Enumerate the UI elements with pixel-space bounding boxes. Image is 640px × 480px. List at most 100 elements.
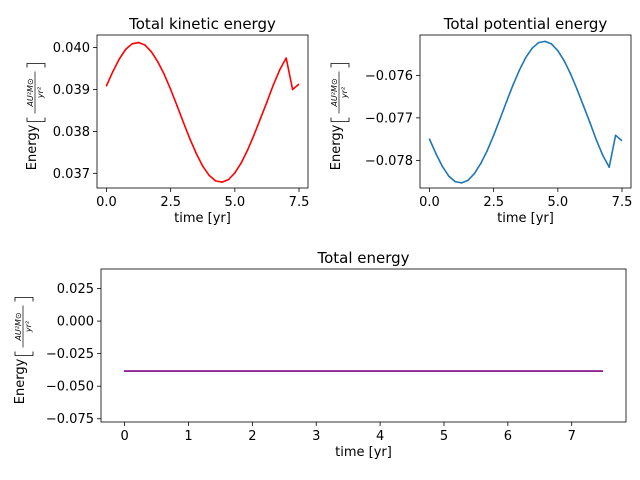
data-point xyxy=(163,74,165,76)
x-tick-label: 0.0 xyxy=(419,195,440,210)
data-point xyxy=(429,138,431,140)
data-point xyxy=(221,181,223,183)
data-point xyxy=(563,60,565,62)
data-point xyxy=(112,71,114,73)
data-point xyxy=(176,105,178,107)
y-tick: 0.037 xyxy=(53,167,97,182)
data-point xyxy=(551,43,553,45)
unit-bracket-right xyxy=(27,64,45,68)
x-axis-label: time [yr] xyxy=(335,445,392,460)
data-point xyxy=(525,57,527,59)
x-tick: 2 xyxy=(248,422,256,444)
data-point xyxy=(106,85,108,87)
y-tick: 0.025 xyxy=(57,282,101,297)
y-tick: −0.076 xyxy=(365,69,420,84)
data-point xyxy=(273,84,275,86)
data-point xyxy=(570,73,572,75)
y-axis-label-group: Energy AU²M⊙ yr² xyxy=(329,64,349,171)
data-point xyxy=(234,172,236,174)
data-point xyxy=(506,101,508,103)
x-tick-label: 6 xyxy=(504,429,512,444)
y-tick-label: 0.037 xyxy=(53,167,90,182)
y-tick-label: −0.050 xyxy=(46,380,94,395)
data-point xyxy=(144,44,146,46)
subplot-potential: 0.0 2.5 5.0 7.5 −0.078 −0.077 −0.076 Total pote… xyxy=(329,15,632,226)
data-point xyxy=(602,154,604,156)
subplot-kinetic: 0.0 2.5 5.0 7.5 0.037 0.038 0.039 0.040 Total ki… xyxy=(25,15,309,226)
unit-numerator: AU²M⊙ xyxy=(14,312,23,341)
data-point xyxy=(442,166,444,168)
data-point xyxy=(583,105,585,107)
y-tick-label: 0.025 xyxy=(57,282,94,297)
y-axis-label: Energy xyxy=(13,358,28,404)
x-tick-label: 4 xyxy=(376,429,384,444)
data-point xyxy=(448,175,450,177)
data-point xyxy=(461,182,463,184)
data-point xyxy=(298,84,300,86)
data-point xyxy=(467,180,469,182)
x-tick-label: 5 xyxy=(440,429,448,444)
data-point xyxy=(292,89,294,91)
data-point xyxy=(215,180,217,182)
y-tick: 0.040 xyxy=(53,41,97,56)
y-tick-label: 0.038 xyxy=(53,125,90,140)
y-tick-label: −0.076 xyxy=(365,69,413,84)
x-tick: 5.0 xyxy=(224,188,245,210)
unit-numerator: AU²M⊙ xyxy=(26,78,35,107)
data-point xyxy=(454,181,456,183)
data-point xyxy=(480,163,482,165)
x-tick: 2.5 xyxy=(483,188,504,210)
x-tick: 0.0 xyxy=(96,188,117,210)
data-point xyxy=(596,139,598,141)
data-point xyxy=(602,370,604,372)
x-tick: 5.0 xyxy=(547,188,568,210)
unit-numerator: AU²M⊙ xyxy=(330,78,339,107)
data-point xyxy=(493,135,495,137)
data-point xyxy=(499,118,501,120)
data-point xyxy=(615,135,617,137)
data-point xyxy=(202,165,204,167)
y-tick: 0.038 xyxy=(53,125,97,140)
data-point xyxy=(474,173,476,175)
data-point xyxy=(279,69,281,71)
x-tick-label: 5.0 xyxy=(547,195,568,210)
series-line xyxy=(430,41,622,183)
x-tick-label: 2.5 xyxy=(160,195,181,210)
series-line xyxy=(107,43,299,183)
data-point xyxy=(253,134,255,136)
x-tick-label: 2.5 xyxy=(483,195,504,210)
data-point xyxy=(189,138,191,140)
x-tick: 2.5 xyxy=(160,188,181,210)
data-point xyxy=(266,101,268,103)
data-point xyxy=(131,43,133,45)
x-tick: 0.0 xyxy=(419,188,440,210)
y-tick: 0.039 xyxy=(53,83,97,98)
x-tick: 7.5 xyxy=(289,188,310,210)
y-tick: −0.025 xyxy=(46,347,101,362)
x-tick-label: 1 xyxy=(184,429,192,444)
y-tick-label: −0.077 xyxy=(365,111,413,126)
y-tick: −0.078 xyxy=(365,154,420,169)
x-tick: 6 xyxy=(504,422,512,444)
y-axis-label: Energy xyxy=(329,124,344,170)
data-point xyxy=(512,84,514,86)
data-point xyxy=(285,57,287,59)
data-point xyxy=(260,118,262,120)
data-point xyxy=(119,58,121,60)
data-point xyxy=(544,41,546,43)
y-tick: −0.077 xyxy=(365,111,420,126)
unit-bracket-left xyxy=(15,352,33,356)
unit-bracket-right xyxy=(331,64,349,68)
y-tick-label: 0.039 xyxy=(53,83,90,98)
x-tick: 5 xyxy=(440,422,448,444)
y-tick-label: 0.000 xyxy=(57,315,94,330)
data-point xyxy=(531,47,533,49)
x-tick-label: 0.0 xyxy=(96,195,117,210)
unit-denominator: yr² xyxy=(340,86,349,99)
data-point xyxy=(228,179,230,181)
chart-title: Total kinetic energy xyxy=(128,15,276,33)
axes-frame xyxy=(101,269,626,422)
unit-denominator: yr² xyxy=(24,320,33,333)
y-tick-label: 0.040 xyxy=(53,41,90,56)
